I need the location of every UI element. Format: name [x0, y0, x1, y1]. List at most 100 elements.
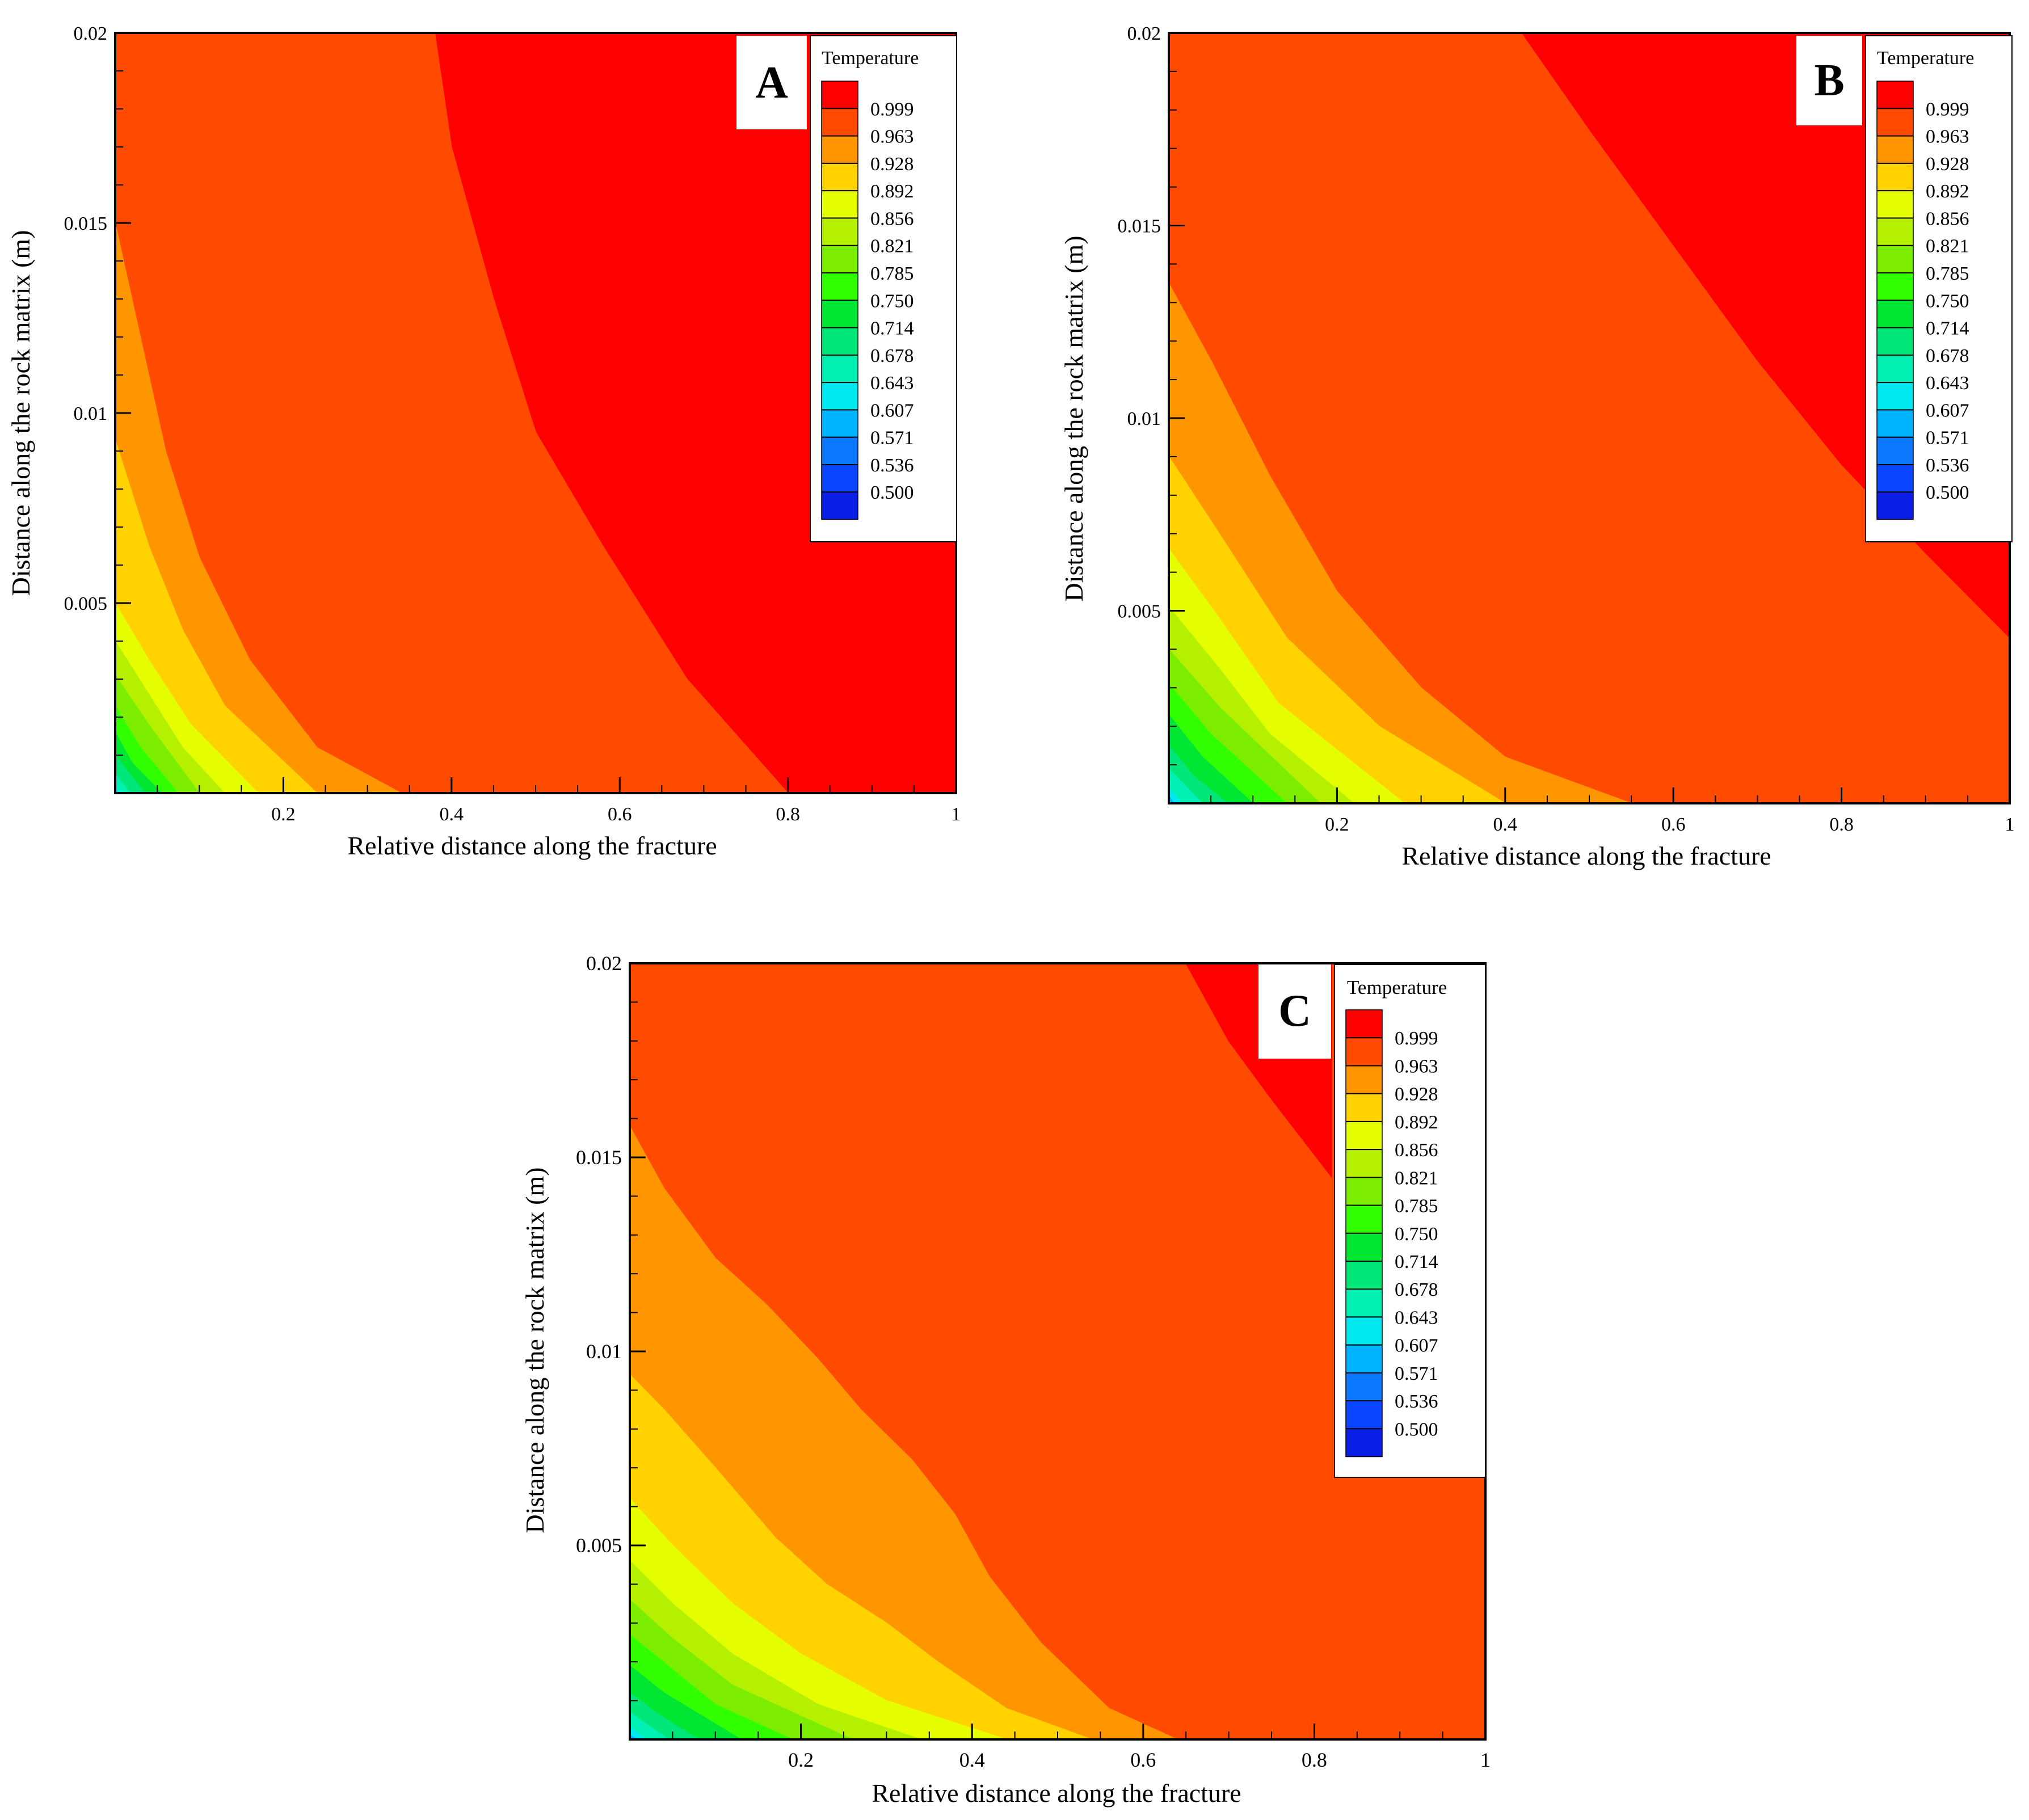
legend-swatch	[822, 245, 858, 273]
legend-swatch	[1877, 382, 1913, 410]
y-tick-label: 0.01	[74, 403, 108, 424]
legend-level-label: 0.856	[1926, 208, 1969, 229]
legend-level-label: 0.892	[1395, 1112, 1438, 1133]
x-tick-label: 0.6	[1661, 814, 1686, 835]
legend-level-label: 0.856	[1395, 1140, 1438, 1161]
legend-swatch	[1877, 272, 1913, 301]
legend-level-label: 0.714	[1395, 1252, 1438, 1273]
legend-level-label: 0.571	[1395, 1363, 1438, 1384]
y-tick-label: 0.015	[64, 213, 108, 234]
legend-swatch	[1346, 1429, 1382, 1457]
x-tick-label: 0.2	[1325, 814, 1349, 835]
y-tick-label: 0.015	[1118, 216, 1161, 237]
legend-swatch	[822, 136, 858, 164]
x-axis-label: Relative distance along the fracture	[872, 1779, 1241, 1808]
x-tick-label: 0.4	[440, 804, 464, 825]
x-tick-label: 0.2	[788, 1749, 814, 1771]
legend-swatch	[1346, 1233, 1382, 1262]
legend-level-label: 0.928	[1395, 1084, 1438, 1105]
x-tick-label: 1	[952, 804, 961, 825]
legend-swatches	[1345, 1009, 1383, 1457]
y-tick-label: 0.01	[586, 1340, 622, 1363]
y-tick-label: 0.005	[64, 593, 108, 614]
x-axis-label: Relative distance along the fracture	[1401, 841, 1771, 870]
legend: Temperature 0.999 0.963 0.928 0.892 0.856 0.8…	[810, 35, 957, 542]
legend-level-label: 0.714	[1926, 318, 1969, 339]
legend-level-label: 0.999	[1926, 99, 1969, 120]
x-axis-label: Relative distance along the fracture	[347, 831, 717, 860]
legend-level-label: 0.785	[1395, 1196, 1438, 1217]
legend-swatch	[1877, 355, 1913, 383]
x-tick-label: 1	[1480, 1749, 1491, 1771]
legend-level-label: 0.963	[1926, 127, 1969, 148]
legend-level-label: 0.536	[1926, 455, 1969, 476]
y-tick-label: 0.015	[576, 1146, 622, 1169]
panel-b: 0.2 0.4 0.6 0.8 1 0.005 0.01 0.015 0.02 Temperat…	[1059, 23, 2015, 870]
legend-level-label: 0.928	[870, 154, 914, 175]
legend-swatch	[1877, 163, 1913, 191]
legend-swatch	[1346, 1372, 1382, 1401]
legend-labels: 0.999 0.963 0.928 0.892 0.856 0.821 0.785 0.750…	[870, 99, 914, 503]
legend-level-label: 0.856	[870, 208, 914, 229]
panel-label-badge: C	[1258, 964, 1331, 1059]
legend-swatch	[822, 492, 858, 520]
y-tick-label: 0.005	[1118, 601, 1161, 622]
legend-level-label: 0.500	[870, 482, 914, 503]
legend-swatch	[822, 355, 858, 383]
legend-swatch	[822, 437, 858, 465]
legend-swatch	[822, 81, 858, 109]
x-tick-label: 0.4	[959, 1749, 985, 1771]
legend-level-label: 0.678	[1395, 1279, 1438, 1300]
legend-swatch	[1877, 492, 1913, 520]
legend-swatch	[1877, 191, 1913, 219]
legend-swatch	[1877, 136, 1913, 164]
legend-level-label: 0.999	[870, 99, 914, 120]
y-axis-label: Distance along the rock matrix (m)	[6, 230, 35, 596]
legend-level-label: 0.571	[1926, 428, 1969, 449]
legend-title: Temperature	[1877, 48, 1974, 69]
y-axis-label: Distance along the rock matrix (m)	[1059, 235, 1088, 601]
x-tick-label: 0.6	[1130, 1749, 1156, 1771]
legend-level-label: 0.821	[870, 236, 914, 257]
legend-level-label: 0.750	[1926, 290, 1969, 311]
panel-c: 0.2 0.4 0.6 0.8 1 0.005 0.01 0.015 0.02 Temperat…	[520, 952, 1491, 1808]
legend-swatch	[1346, 1010, 1382, 1038]
y-tick-label: 0.02	[1127, 23, 1161, 44]
legend: Temperature 0.999 0.963 0.928 0.892 0.856 0.8…	[1334, 964, 1486, 1478]
legend-swatch	[822, 410, 858, 438]
x-tick-label: 1	[2005, 814, 2015, 835]
legend-level-label: 0.750	[870, 290, 914, 311]
legend-swatch	[1877, 327, 1913, 356]
legend-swatch	[822, 218, 858, 246]
panel-label-box	[736, 36, 807, 129]
legend-swatch	[1877, 218, 1913, 246]
legend-swatch	[822, 327, 858, 356]
legend-swatch	[1346, 1065, 1382, 1094]
legend-swatches	[821, 81, 858, 520]
legend-level-label: 0.963	[870, 127, 914, 148]
legend-level-label: 0.785	[1926, 263, 1969, 284]
legend-level-label: 0.999	[1395, 1028, 1438, 1049]
legend-labels: 0.999 0.963 0.928 0.892 0.856 0.821 0.785 0.750…	[1926, 99, 1969, 503]
legend-title: Temperature	[1347, 976, 1447, 999]
legend-level-label: 0.821	[1926, 236, 1969, 257]
legend: Temperature 0.999 0.963 0.928 0.892 0.856 0.8…	[1865, 35, 2013, 542]
legend-level-label: 0.643	[1926, 373, 1969, 394]
legend-level-label: 0.607	[870, 400, 914, 421]
legend-level-label: 0.928	[1926, 154, 1969, 175]
legend-level-label: 0.785	[870, 263, 914, 284]
legend-level-label: 0.500	[1926, 482, 1969, 503]
panel-label-badge: B	[1796, 36, 1862, 125]
x-tick-label: 0.4	[1493, 814, 1518, 835]
legend-level-label: 0.678	[870, 346, 914, 366]
legend-level-label: 0.607	[1926, 400, 1969, 421]
legend-swatch	[1877, 108, 1913, 137]
legend-swatch	[822, 163, 858, 191]
legend-level-label: 0.500	[1395, 1419, 1438, 1440]
legend-swatch	[1877, 410, 1913, 438]
legend-level-label: 0.821	[1395, 1168, 1438, 1189]
legend-swatch	[1877, 245, 1913, 273]
legend-level-label: 0.643	[1395, 1307, 1438, 1328]
y-axis-label: Distance along the rock matrix (m)	[520, 1167, 549, 1533]
legend-swatch	[822, 300, 858, 328]
